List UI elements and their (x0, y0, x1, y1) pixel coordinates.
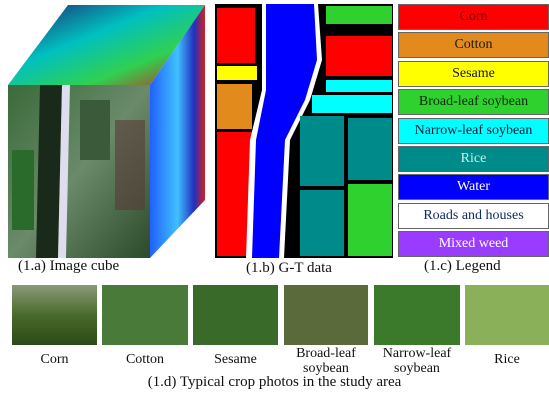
gt-map (215, 4, 393, 258)
legend-item: Sesame (398, 60, 549, 87)
photos (12, 285, 549, 345)
photo-label: Sesame (214, 352, 257, 367)
caption: (1.b) G-T data (246, 260, 332, 276)
image-cube (8, 5, 205, 258)
legend-item: Broad-leaf soybean (398, 89, 549, 116)
legend-item: Corn (398, 4, 549, 30)
photo-label: Narrow-leaf soybean (382, 346, 452, 376)
legend-item: Water (398, 174, 549, 201)
legend-item: Mixed weed (398, 231, 549, 258)
caption: (1.a) Image cube (18, 258, 120, 274)
photo-label: Broad-leaf soybean (296, 346, 356, 376)
photo-label: Cotton (125, 352, 165, 367)
legend-item: Cotton (398, 32, 549, 59)
legend-item: Rice (398, 146, 549, 172)
legend-item: Narrow-leaf soybean (398, 117, 549, 144)
photo-label: Rice (494, 352, 520, 367)
caption: (1.c) Legend (424, 258, 501, 274)
photo-label: Corn (40, 352, 69, 367)
legend-item: Roads and houses (398, 202, 549, 229)
caption: (1.d) Typical crop photos in the study a… (147, 374, 402, 390)
